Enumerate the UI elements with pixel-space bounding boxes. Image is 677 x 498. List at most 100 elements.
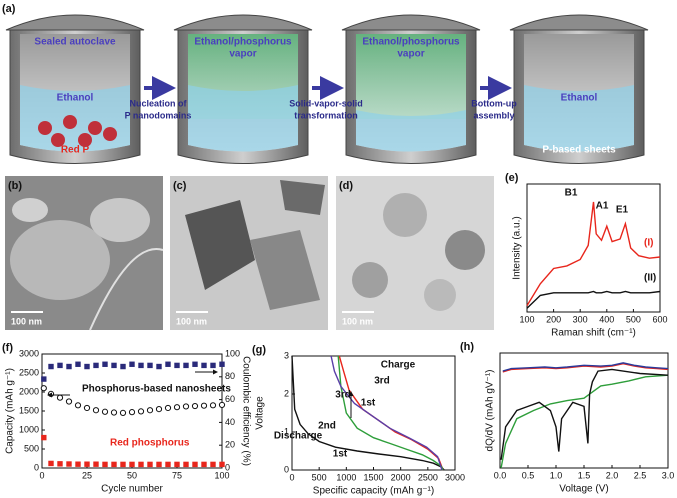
point (120, 461, 126, 468)
point (84, 363, 90, 370)
x-tick-label: 2.5 (634, 470, 647, 480)
x-tick-label: 0 (289, 472, 294, 482)
point (219, 461, 225, 468)
x-tick-label: 1.5 (578, 470, 591, 480)
series-line (330, 355, 443, 471)
point (65, 398, 73, 405)
process-text: Bottom-up (471, 98, 517, 108)
y2-tick-label: 100 (225, 348, 240, 358)
point (92, 407, 100, 414)
point (48, 363, 54, 370)
series-line (500, 368, 669, 460)
vessel-text: Ethanol (561, 93, 598, 104)
red-p-sphere (63, 115, 77, 129)
y2-tick-label: 60 (225, 394, 235, 404)
point (93, 362, 99, 369)
series-line (500, 374, 669, 469)
x-tick-label: 500 (312, 472, 327, 482)
y-axis-label: Intensity (a.u.) (512, 216, 523, 279)
point (57, 362, 63, 369)
point (147, 362, 153, 369)
vessel-text: Red P (61, 145, 90, 156)
series-line (526, 290, 661, 309)
x-tick-label: 200 (546, 314, 561, 324)
annotation: B1 (565, 188, 578, 199)
point (119, 409, 127, 416)
vessel-text: Ethanol/phosphorus (194, 37, 292, 48)
point (56, 394, 64, 401)
panel-label: (g) (252, 344, 266, 356)
series-label: (I) (644, 238, 653, 249)
point (101, 408, 109, 415)
vessel-text: Sealed autoclave (34, 37, 116, 48)
x-tick-label: 500 (626, 314, 641, 324)
red-p-sphere (51, 133, 65, 147)
point (156, 461, 162, 468)
x-axis-label: Cycle number (101, 484, 163, 495)
point (210, 362, 216, 369)
x-tick-label: 100 (519, 314, 534, 324)
point (173, 404, 181, 411)
process-text: Nucleation of (129, 98, 187, 108)
x-axis-label: Raman shift (cm⁻¹) (551, 328, 636, 339)
point (137, 408, 145, 415)
y-axis-label: dQ/dV (mAh gV⁻¹) (485, 370, 496, 452)
panel-label: (a) (2, 3, 16, 15)
point (218, 401, 226, 409)
vessel-text: Ethanol/phosphorus (362, 37, 460, 48)
x-tick-label: 1500 (363, 472, 383, 482)
process-text: transformation (294, 110, 358, 120)
point (138, 461, 144, 468)
x-tick-label: 0 (39, 470, 44, 480)
red-p-sphere (88, 121, 102, 135)
x-tick-label: 400 (599, 314, 614, 324)
x-axis-label: Voltage (V) (559, 484, 608, 495)
red-p-sphere (38, 121, 52, 135)
point (201, 362, 207, 369)
point (75, 361, 81, 367)
series-line (502, 362, 669, 373)
y-tick-label: 0 (34, 462, 39, 472)
x-tick-label: 25 (82, 470, 92, 480)
point (165, 461, 171, 468)
process-text: P nanodomains (125, 110, 192, 120)
point (93, 461, 99, 467)
x-tick-label: 100 (214, 470, 229, 480)
panel-label: (c) (173, 180, 187, 192)
y-tick-label: 500 (24, 443, 39, 453)
vapor (356, 34, 466, 119)
x-tick-label: 2500 (418, 472, 438, 482)
liquid (524, 85, 634, 152)
plot-frame (526, 183, 661, 313)
point (128, 409, 136, 416)
point (138, 362, 144, 369)
schematic: (a) Sealed autoclave Ethanol Red P Ethanol/p… (2, 3, 649, 164)
red-p-sphere (103, 127, 117, 141)
x-tick-label: 0.0 (494, 470, 507, 480)
autoclave-lid (173, 14, 313, 31)
point (219, 361, 225, 367)
x-tick-label: 1.0 (550, 470, 563, 480)
y-tick-label: 0 (284, 464, 289, 474)
scale-bar-label: 100 nm (342, 316, 373, 326)
series-line (526, 201, 661, 306)
x-tick-label: 600 (652, 314, 667, 324)
point (192, 461, 198, 468)
y2-axis-label: Coulombic efficiency (%) (240, 356, 251, 466)
point (41, 434, 47, 441)
autoclave-lid (341, 14, 481, 31)
scale-bar-label: 100 nm (176, 316, 207, 326)
point (174, 461, 180, 468)
vessel-text: vapor (229, 49, 256, 60)
annotation: 3rd (335, 390, 351, 401)
point (66, 461, 72, 467)
y-tick-label: 1500 (19, 405, 39, 415)
point (120, 363, 126, 370)
point (155, 406, 163, 413)
panel-label: (f) (2, 342, 13, 354)
panel-label: (d) (339, 180, 353, 192)
x-tick-label: 3.0 (662, 470, 675, 480)
y-tick-label: 1 (284, 426, 289, 436)
point (75, 461, 81, 467)
